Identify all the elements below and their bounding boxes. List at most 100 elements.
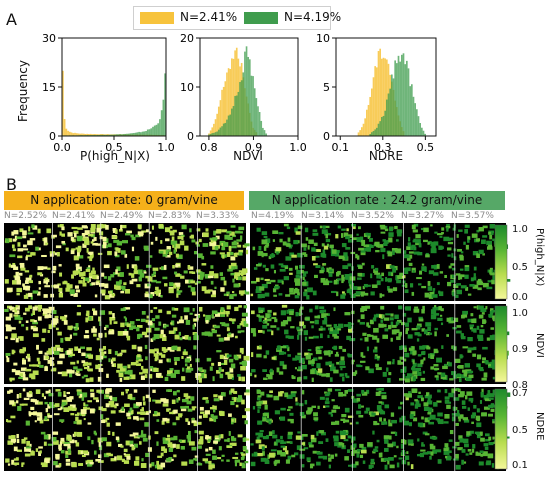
canopy-pixel xyxy=(140,365,144,370)
canopy-pixel xyxy=(238,226,245,231)
canopy-pixel xyxy=(194,455,199,458)
canopy-pixel xyxy=(380,458,387,462)
canopy-pixel xyxy=(38,280,42,285)
canopy-pixel xyxy=(58,287,63,292)
canopy-pixel xyxy=(120,224,123,230)
canopy-pixel xyxy=(213,418,217,423)
canopy-pixel xyxy=(409,413,414,419)
canopy-pixel xyxy=(475,415,481,420)
canopy-pixel xyxy=(133,443,138,448)
canopy-pixel xyxy=(82,392,88,398)
canopy-pixel xyxy=(301,464,305,468)
canopy-pixel xyxy=(256,353,262,358)
canopy-pixel xyxy=(125,307,131,310)
canopy-pixel xyxy=(155,281,162,284)
canopy-pixel xyxy=(455,294,459,298)
canopy-pixel xyxy=(187,430,191,436)
canopy-pixel xyxy=(211,362,215,366)
canopy-pixel xyxy=(129,374,136,380)
canopy-pixel xyxy=(414,332,420,336)
canopy-pixel xyxy=(242,454,245,459)
canopy-pixel xyxy=(378,452,383,458)
canopy-pixel xyxy=(489,267,493,271)
canopy-pixel xyxy=(318,441,324,445)
canopy-pixel xyxy=(343,418,346,424)
canopy-pixel xyxy=(222,254,225,259)
canopy-pixel xyxy=(387,460,390,465)
hist-bar xyxy=(372,130,375,136)
canopy-pixel xyxy=(173,435,178,441)
canopy-pixel xyxy=(126,455,131,460)
canopy-pixel xyxy=(7,420,12,423)
canopy-pixel xyxy=(312,229,318,232)
canopy-pixel xyxy=(87,233,94,237)
canopy-pixel xyxy=(51,436,57,442)
canopy-pixel xyxy=(446,404,451,409)
canopy-pixel xyxy=(330,251,337,257)
canopy-pixel xyxy=(414,404,419,409)
canopy-pixel xyxy=(169,368,174,371)
canopy-pixel xyxy=(412,362,417,367)
canopy-pixel xyxy=(430,366,434,370)
canopy-pixel xyxy=(336,291,339,297)
canopy-pixel xyxy=(276,367,280,373)
canopy-pixel xyxy=(328,457,332,462)
canopy-pixel xyxy=(282,320,289,325)
canopy-pixel xyxy=(36,412,43,417)
y-tick-label: 30 xyxy=(42,32,56,45)
canopy-pixel xyxy=(12,238,17,242)
legend-swatch-low xyxy=(140,12,174,24)
canopy-pixel xyxy=(292,376,296,380)
hist-bar xyxy=(219,100,222,136)
canopy-pixel xyxy=(443,421,449,424)
canopy-pixel xyxy=(345,375,350,379)
rate-label: N=4.19% xyxy=(251,211,294,221)
canopy-pixel xyxy=(102,236,107,242)
canopy-pixel xyxy=(430,224,433,227)
canopy-pixel xyxy=(5,352,11,357)
canopy-pixel xyxy=(416,403,421,408)
canopy-pixel xyxy=(259,286,265,291)
canopy-pixel xyxy=(476,325,480,330)
canopy-pixel xyxy=(51,309,57,315)
hist-bar xyxy=(84,133,87,136)
canopy-pixel xyxy=(370,273,373,279)
canopy-pixel xyxy=(287,434,293,440)
canopy-pixel xyxy=(264,317,267,321)
canopy-pixel xyxy=(460,285,467,289)
canopy-pixel xyxy=(470,399,473,403)
canopy-pixel xyxy=(417,453,423,457)
canopy-pixel xyxy=(378,323,384,328)
canopy-pixel xyxy=(461,459,464,465)
canopy-pixel xyxy=(333,279,338,285)
hist-bar xyxy=(110,134,113,136)
canopy-pixel xyxy=(237,325,241,329)
canopy-pixel xyxy=(418,283,422,286)
canopy-pixel xyxy=(482,253,485,256)
canopy-pixel xyxy=(55,245,62,249)
canopy-pixel xyxy=(184,462,188,465)
hist-bar xyxy=(93,134,95,136)
canopy-pixel xyxy=(472,444,476,449)
canopy-pixel xyxy=(245,355,250,361)
canopy-pixel xyxy=(13,266,19,270)
canopy-pixel xyxy=(44,285,51,288)
canopy-pixel xyxy=(185,319,191,325)
canopy-pixel xyxy=(40,462,46,465)
canopy-pixel xyxy=(130,409,134,415)
canopy-pixel xyxy=(453,284,459,289)
hist-bar xyxy=(381,58,383,137)
canopy-pixel xyxy=(156,349,159,354)
canopy-pixel xyxy=(328,272,333,277)
canopy-pixel xyxy=(55,327,59,331)
canopy-pixel xyxy=(230,421,234,425)
canopy-pixel xyxy=(102,224,107,229)
canopy-pixel xyxy=(303,271,308,274)
canopy-pixel xyxy=(232,293,237,297)
canopy-pixel xyxy=(421,328,426,332)
canopy-pixel xyxy=(129,434,136,437)
canopy-pixel xyxy=(316,346,323,349)
canopy-pixel xyxy=(488,404,494,409)
canopy-pixel xyxy=(266,241,270,247)
canopy-pixel xyxy=(287,455,292,460)
